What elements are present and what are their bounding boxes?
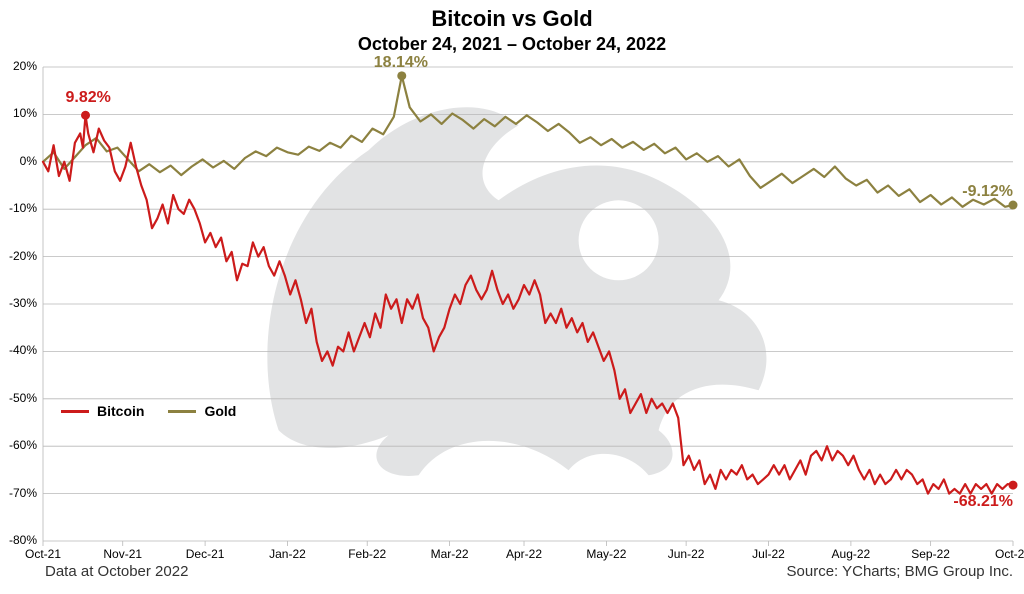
y-tick-label: 20% bbox=[13, 59, 37, 73]
y-tick-label: -30% bbox=[9, 296, 37, 310]
y-tick-label: -40% bbox=[9, 343, 37, 357]
x-tick-label: Oct-21 bbox=[18, 547, 68, 561]
x-tick-label: Dec-21 bbox=[180, 547, 230, 561]
value-annotation: 18.14% bbox=[374, 54, 428, 72]
x-tick-label: Oct-22 bbox=[988, 547, 1024, 561]
x-tick-label: Sep-22 bbox=[906, 547, 956, 561]
y-tick-label: -20% bbox=[9, 249, 37, 263]
footer-left: Data at October 2022 bbox=[45, 563, 188, 580]
bitcoin-marker bbox=[81, 111, 90, 120]
legend-swatch bbox=[61, 410, 89, 413]
legend-entry: Bitcoin bbox=[61, 403, 144, 419]
chart-page: Bitcoin vs Gold October 24, 2021 – Octob… bbox=[0, 0, 1024, 594]
x-tick-label: Mar-22 bbox=[425, 547, 475, 561]
legend-label: Gold bbox=[204, 403, 236, 419]
value-annotation: 9.82% bbox=[66, 89, 111, 107]
x-tick-label: Jan-22 bbox=[262, 547, 312, 561]
y-tick-label: -60% bbox=[9, 438, 37, 452]
y-tick-label: -70% bbox=[9, 486, 37, 500]
y-tick-label: -80% bbox=[9, 533, 37, 547]
y-tick-label: -50% bbox=[9, 391, 37, 405]
value-annotation: -68.21% bbox=[953, 493, 1013, 511]
x-tick-label: Nov-21 bbox=[98, 547, 148, 561]
y-tick-label: 0% bbox=[20, 154, 37, 168]
legend-entry: Gold bbox=[168, 403, 236, 419]
x-tick-label: Aug-22 bbox=[826, 547, 876, 561]
y-tick-label: -10% bbox=[9, 201, 37, 215]
legend-swatch bbox=[168, 410, 196, 413]
y-tick-label: 10% bbox=[13, 106, 37, 120]
footer-right: Source: YCharts; BMG Group Inc. bbox=[787, 563, 1013, 580]
gold-marker bbox=[1009, 201, 1018, 210]
value-annotation: -9.12% bbox=[962, 183, 1013, 201]
gold-marker bbox=[397, 71, 406, 80]
legend-label: Bitcoin bbox=[97, 403, 144, 419]
chart-svg bbox=[0, 0, 1024, 594]
x-tick-label: May-22 bbox=[581, 547, 631, 561]
x-tick-label: Apr-22 bbox=[499, 547, 549, 561]
x-tick-label: Jun-22 bbox=[661, 547, 711, 561]
x-tick-label: Jul-22 bbox=[744, 547, 794, 561]
legend: Bitcoin Gold bbox=[61, 403, 236, 419]
bitcoin-marker bbox=[1009, 481, 1018, 490]
x-tick-label: Feb-22 bbox=[342, 547, 392, 561]
